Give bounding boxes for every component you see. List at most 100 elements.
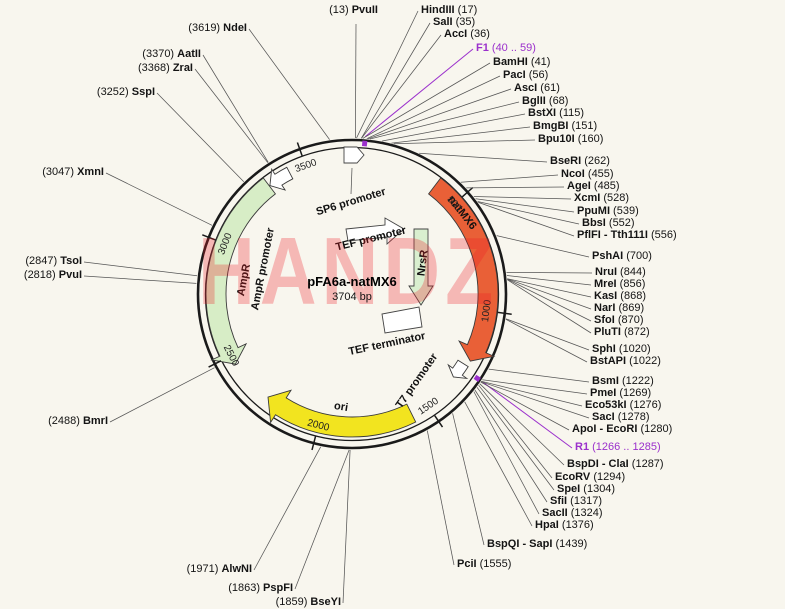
site-connector-kasi xyxy=(507,278,592,298)
site-connector-sfii xyxy=(474,389,548,503)
site-label-pvui: (2818) PvuI xyxy=(24,269,82,282)
site-connector-bmri xyxy=(109,367,215,423)
site-label-bspdi-clai: BspDI - ClaI (1287) xyxy=(567,458,664,471)
site-position: (1376) xyxy=(558,519,594,531)
site-name: SfiI xyxy=(550,495,568,507)
site-name: Eco53kI xyxy=(585,399,627,411)
site-position: (1278) xyxy=(614,411,650,423)
site-connector-sali xyxy=(360,22,431,139)
site-position: (17) xyxy=(454,4,478,16)
site-position: (552) xyxy=(605,217,635,229)
site-label-nrui: NruI (844) xyxy=(595,266,646,279)
site-name: PmeI xyxy=(590,387,617,399)
site-position: (1859) xyxy=(275,596,311,608)
feature-tef-promoter-shape xyxy=(345,217,405,245)
site-connector-bstapi xyxy=(505,318,588,363)
primer-r1-mark xyxy=(473,374,481,382)
primer-f1-mark xyxy=(361,140,368,147)
site-label-sacii: SacII (1324) xyxy=(542,507,603,520)
tick-mark-1000 xyxy=(497,311,512,315)
site-name: PluTI xyxy=(594,326,621,338)
site-name: BseYI xyxy=(310,596,341,608)
site-label-nari: NarI (869) xyxy=(594,302,644,315)
site-name: PvuI xyxy=(58,269,82,281)
site-position: (1439) xyxy=(552,538,588,550)
site-name: AgeI xyxy=(567,180,591,192)
site-name: PflFI - Tth111I xyxy=(577,229,648,241)
primer-range: (1266 .. 1285) xyxy=(589,441,661,453)
site-connector-bamhi xyxy=(362,62,491,139)
site-position: (485) xyxy=(590,180,620,192)
site-position: (56) xyxy=(525,69,549,81)
feature-label-ori: ori xyxy=(333,400,349,414)
site-label-bseyi: (1859) BseYI xyxy=(276,596,341,609)
site-connector-asci xyxy=(367,88,512,140)
site-label-xcmi: XcmI (528) xyxy=(574,192,629,205)
site-name: AatII xyxy=(177,48,201,60)
site-position: (2847) xyxy=(25,255,61,267)
site-connector-pflfi-tth111i xyxy=(478,202,575,237)
site-label-aatii: (3370) AatII xyxy=(142,48,201,61)
plasmid-outer-ring xyxy=(196,138,508,450)
site-name: NarI xyxy=(594,302,616,314)
site-position: (1863) xyxy=(228,582,264,594)
site-connector-tsoi xyxy=(83,261,198,277)
site-label-pluti: PluTI (872) xyxy=(594,326,650,339)
site-name: PspFI xyxy=(263,582,293,594)
plasmid-size: 3704 bp xyxy=(332,291,372,303)
site-connector-xcmi xyxy=(473,196,572,200)
site-connector-pcii xyxy=(426,430,455,566)
site-label-bseri: BseRI (262) xyxy=(550,155,610,168)
site-connector-bsmi xyxy=(488,368,590,383)
site-connector-sfoi xyxy=(507,278,592,322)
site-label-kasi: KasI (868) xyxy=(594,290,646,303)
site-name: SphI xyxy=(592,343,616,355)
tick-mark-500 xyxy=(461,186,474,198)
site-connector-pluti xyxy=(507,279,592,334)
site-position: (3252) xyxy=(96,86,132,98)
site-label-pcii: PciI (1555) xyxy=(457,558,511,571)
feature-tef-terminator-shape xyxy=(381,306,423,334)
site-position: (160) xyxy=(574,133,604,145)
site-position: (856) xyxy=(616,278,646,290)
feature-label-nrsr: NrsR xyxy=(415,249,430,277)
primer-label-f1: F1 (40 .. 59) xyxy=(476,42,536,55)
site-position: (2488) xyxy=(48,415,83,427)
feature-nrsr-shape xyxy=(408,228,434,306)
site-position: (3619) xyxy=(188,22,224,34)
tick-mark-3500 xyxy=(296,142,303,156)
feature-t7-promoter-arrow xyxy=(447,359,469,380)
site-name: BamHI xyxy=(493,56,528,68)
site-label-spei: SpeI (1304) xyxy=(557,483,615,496)
site-label-bamhi: BamHI (41) xyxy=(493,56,550,69)
site-label-bstxi: BstXI (115) xyxy=(528,107,584,120)
site-connector-pspfi xyxy=(294,449,350,590)
feature-ori-arrow xyxy=(267,389,417,438)
feature-ampr-arrow xyxy=(205,177,277,365)
site-connector-pmei xyxy=(482,379,588,395)
site-position: (1294) xyxy=(590,471,626,483)
site-name: NcoI xyxy=(561,168,585,180)
primer-label-r1: R1 (1266 .. 1285) xyxy=(575,441,661,454)
site-connector-hpai xyxy=(464,401,533,527)
site-label-ecorv: EcoRV (1294) xyxy=(555,471,625,484)
site-position: (1317) xyxy=(567,495,602,507)
site-name: BstAPI xyxy=(590,355,627,367)
site-connector-ecorv xyxy=(478,384,553,479)
site-position: (1555) xyxy=(476,558,512,570)
site-label-agei: AgeI (485) xyxy=(567,180,620,193)
site-name: ApoI - EcoRI xyxy=(572,423,638,435)
site-connector-saci xyxy=(480,381,590,419)
tick-mark-1500 xyxy=(434,415,444,428)
site-connector-sacii xyxy=(473,391,540,515)
site-label-sfoi: SfoI (870) xyxy=(594,314,644,327)
tick-label-2000: 2000 xyxy=(306,418,331,434)
site-name: BsmI xyxy=(592,375,619,387)
site-label-eco53ki: Eco53kI (1276) xyxy=(585,399,661,412)
site-name: SalI xyxy=(433,16,453,28)
site-label-bsmi: BsmI (1222) xyxy=(592,375,654,388)
site-connector-sphi xyxy=(505,318,590,351)
site-connector-bspqi-sapi xyxy=(452,413,485,546)
site-connector-pvui xyxy=(83,275,197,284)
